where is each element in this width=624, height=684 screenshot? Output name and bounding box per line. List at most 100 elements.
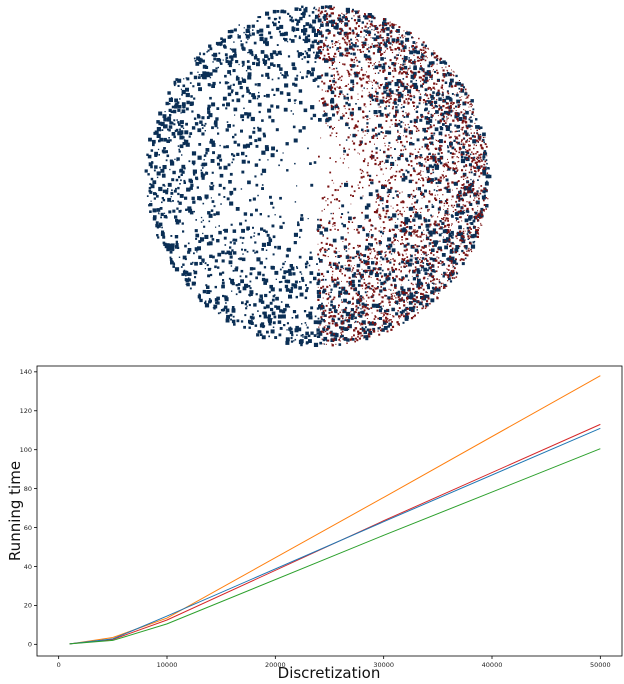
scatter-point-blue bbox=[440, 112, 445, 117]
scatter-point-red bbox=[405, 291, 408, 295]
scatter-point-blue bbox=[153, 215, 157, 219]
scatter-point-red bbox=[416, 229, 419, 232]
scatter-point-red bbox=[480, 212, 482, 214]
scatter-point-blue bbox=[209, 96, 212, 100]
scatter-point-red bbox=[432, 230, 434, 231]
scatter-point-red bbox=[333, 222, 336, 225]
scatter-point-blue bbox=[346, 319, 351, 323]
scatter-point-red bbox=[330, 266, 332, 268]
scatter-point-blue bbox=[170, 246, 175, 251]
scatter-point-red bbox=[432, 153, 434, 156]
scatter-point-blue bbox=[485, 174, 490, 179]
scatter-point-red bbox=[332, 24, 334, 27]
scatter-point-red bbox=[369, 118, 371, 120]
scatter-point-red bbox=[398, 52, 400, 54]
scatter-point-red bbox=[426, 79, 429, 82]
scatter-point-red bbox=[441, 135, 443, 137]
scatter-point-blue bbox=[392, 278, 397, 282]
scatter-point-blue bbox=[482, 172, 486, 176]
scatter-point-red bbox=[404, 127, 406, 129]
scatter-point-blue bbox=[440, 127, 444, 131]
scatter-point-red bbox=[377, 193, 380, 195]
scatter-point-red bbox=[364, 74, 366, 76]
scatter-point-blue bbox=[221, 284, 225, 289]
scatter-point-red bbox=[445, 163, 448, 166]
scatter-point-blue bbox=[183, 273, 186, 276]
scatter-point-red bbox=[408, 289, 410, 292]
scatter-point-blue bbox=[254, 324, 258, 327]
scatter-point-blue bbox=[270, 104, 274, 108]
scatter-point-red bbox=[486, 189, 488, 192]
scatter-point-blue bbox=[257, 194, 259, 197]
scatter-point-red bbox=[342, 63, 344, 65]
scatter-point-blue bbox=[247, 38, 249, 41]
scatter-point-blue bbox=[297, 221, 300, 224]
scatter-point-red bbox=[371, 179, 374, 182]
scatter-point-blue bbox=[327, 248, 330, 250]
scatter-point-blue bbox=[345, 7, 350, 12]
scatter-point-red bbox=[443, 73, 446, 76]
scatter-point-red bbox=[396, 36, 399, 40]
scatter-point-blue bbox=[263, 306, 267, 310]
scatter-point-red bbox=[465, 169, 467, 171]
scatter-point-red bbox=[403, 277, 405, 279]
scatter-point-blue bbox=[343, 97, 346, 100]
scatter-point-blue bbox=[354, 320, 357, 323]
scatter-point-red bbox=[419, 93, 422, 95]
scatter-point-red bbox=[339, 157, 341, 159]
scatter-point-blue bbox=[401, 276, 405, 280]
scatter-point-blue bbox=[347, 328, 350, 330]
scatter-point-blue bbox=[382, 63, 386, 66]
scatter-point-blue bbox=[257, 271, 262, 276]
scatter-point-blue bbox=[201, 123, 204, 126]
scatter-point-blue bbox=[430, 214, 432, 217]
scatter-point-blue bbox=[250, 213, 253, 217]
scatter-point-blue bbox=[160, 216, 162, 219]
scatter-point-blue bbox=[413, 118, 418, 123]
scatter-point-red bbox=[383, 228, 385, 230]
scatter-point-red bbox=[347, 83, 349, 85]
scatter-point-blue bbox=[348, 216, 352, 221]
scatter-point-red bbox=[440, 263, 442, 265]
scatter-point-red bbox=[387, 280, 389, 282]
scatter-point-red bbox=[425, 245, 427, 247]
scatter-point-blue bbox=[268, 31, 272, 35]
scatter-point-red bbox=[326, 332, 329, 335]
scatter-point-blue bbox=[311, 11, 315, 14]
scatter-point-red bbox=[346, 280, 348, 283]
scatter-point-blue bbox=[287, 98, 291, 102]
scatter-point-blue bbox=[428, 119, 433, 123]
scatter-point-blue bbox=[488, 174, 492, 179]
scatter-point-blue bbox=[426, 170, 430, 174]
scatter-point-blue bbox=[313, 51, 315, 54]
scatter-point-blue bbox=[286, 169, 289, 172]
scatter-point-blue bbox=[343, 149, 346, 153]
scatter-point-red bbox=[401, 297, 403, 299]
scatter-point-blue bbox=[156, 194, 159, 198]
scatter-point-red bbox=[347, 254, 349, 256]
scatter-point-red bbox=[325, 122, 327, 124]
scatter-point-red bbox=[411, 301, 414, 303]
scatter-point-blue bbox=[206, 51, 208, 53]
scatter-point-blue bbox=[345, 250, 348, 252]
scatter-point-blue bbox=[267, 108, 272, 113]
scatter-point-red bbox=[437, 194, 439, 196]
scatter-point-red bbox=[390, 319, 392, 321]
scatter-point-red bbox=[484, 143, 487, 145]
scatter-point-blue bbox=[420, 190, 422, 192]
scatter-point-blue bbox=[210, 234, 213, 238]
scatter-point-blue bbox=[212, 255, 215, 259]
scatter-point-blue bbox=[428, 230, 433, 235]
scatter-point-red bbox=[323, 208, 325, 210]
scatter-point-red bbox=[397, 310, 399, 312]
scatter-point-red bbox=[423, 165, 426, 168]
scatter-point-red bbox=[359, 51, 362, 53]
scatter-point-blue bbox=[212, 151, 215, 155]
scatter-point-red bbox=[458, 160, 460, 163]
scatter-point-blue bbox=[277, 77, 280, 80]
scatter-point-red bbox=[324, 44, 327, 47]
scatter-point-red bbox=[430, 269, 433, 272]
scatter-point-red bbox=[339, 46, 341, 48]
scatter-point-red bbox=[329, 171, 332, 174]
scatter-point-red bbox=[459, 239, 462, 242]
